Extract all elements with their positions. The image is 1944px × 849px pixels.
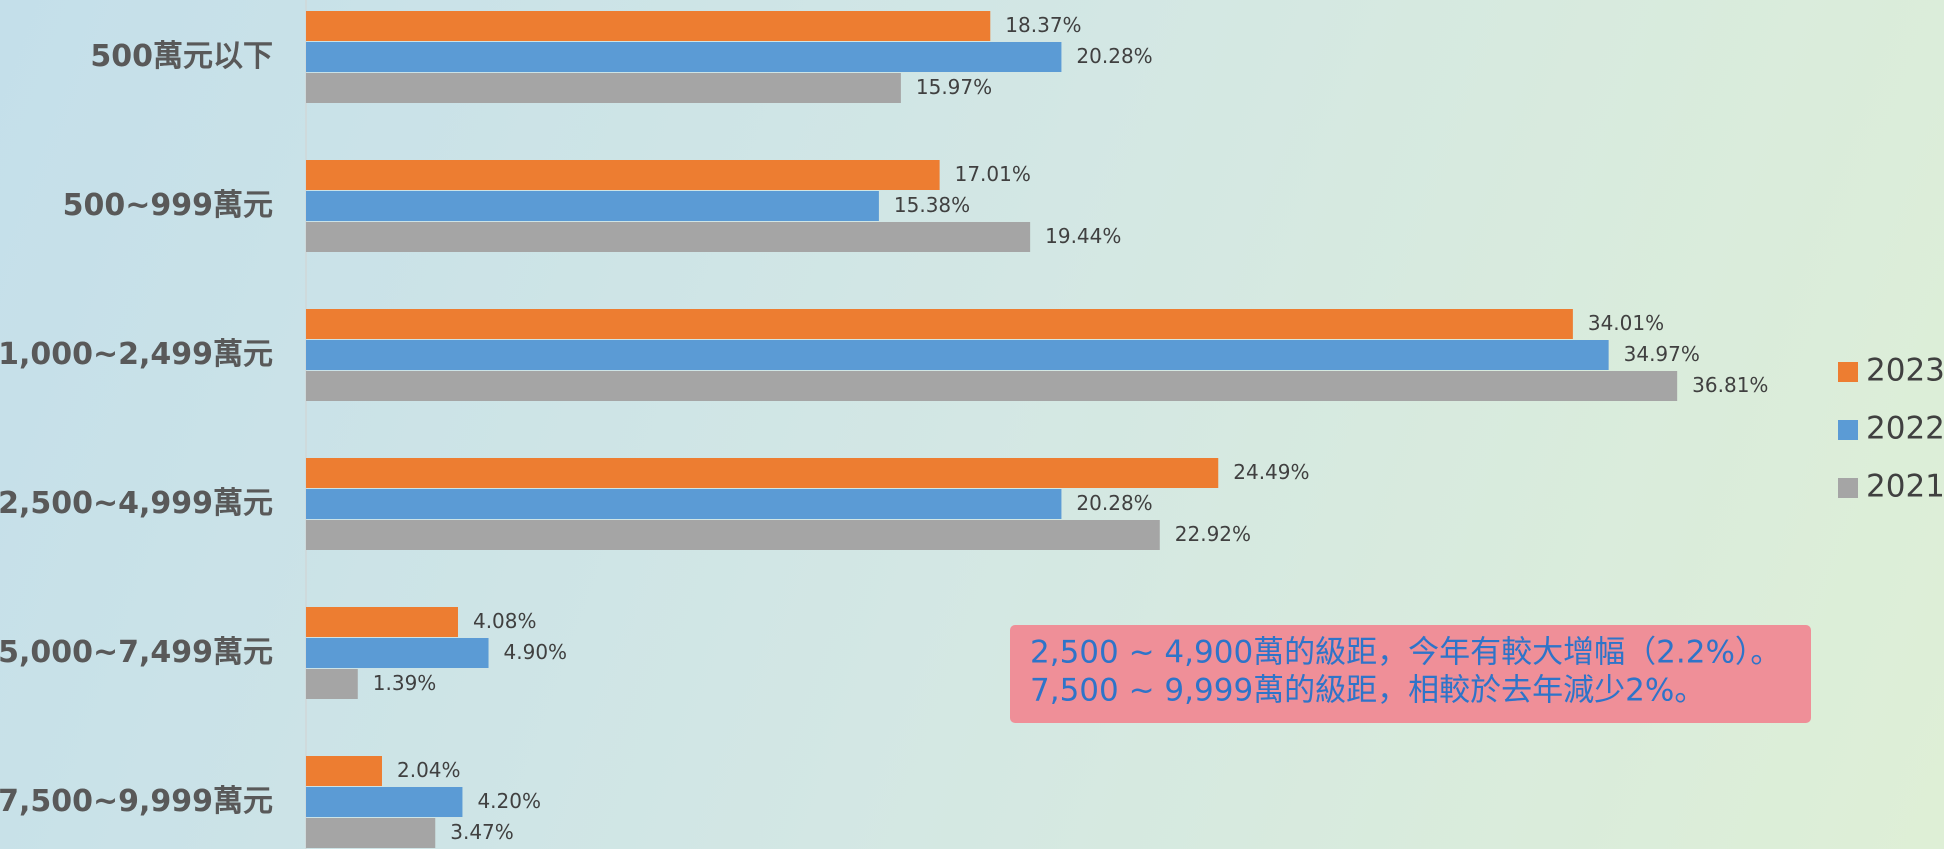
value-label: 22.92%: [1175, 522, 1251, 546]
value-label: 17.01%: [955, 162, 1031, 186]
category-label: 500萬元以下: [90, 39, 273, 74]
value-label: 2.04%: [397, 758, 461, 782]
legend-label: 2022: [1866, 411, 1944, 447]
bar: [306, 160, 940, 190]
bar: [306, 42, 1062, 72]
value-label: 20.28%: [1076, 44, 1152, 68]
legend-label: 2021: [1866, 469, 1944, 505]
bar: [306, 669, 358, 699]
annotation-box: [1010, 625, 1811, 723]
bar: [306, 73, 901, 103]
value-label: 4.20%: [477, 789, 541, 813]
bar: [306, 309, 1573, 339]
category-label: 7,500~9,999萬元: [0, 784, 273, 819]
value-label: 24.49%: [1233, 460, 1309, 484]
legend-swatch: [1838, 478, 1858, 498]
bar: [306, 607, 458, 637]
value-label: 19.44%: [1045, 224, 1121, 248]
value-label: 34.01%: [1588, 311, 1664, 335]
bar: [306, 489, 1062, 519]
category-label: 500~999萬元: [63, 188, 273, 223]
value-label: 34.97%: [1624, 342, 1700, 366]
bar: [306, 222, 1031, 252]
bar: [306, 638, 489, 668]
legend-swatch: [1838, 362, 1858, 382]
bar: [306, 520, 1160, 550]
annotation: 7,500 ~ 9,999萬的級距，相較於去年減少2%。: [1030, 673, 1705, 709]
bar: [306, 818, 436, 848]
category-label: 2,500~4,999萬元: [0, 486, 273, 521]
value-label: 4.90%: [504, 640, 568, 664]
category-label: 5,000~7,499萬元: [0, 635, 273, 670]
value-label: 15.97%: [916, 75, 992, 99]
value-label: 1.39%: [373, 671, 437, 695]
bar: [306, 371, 1678, 401]
value-label: 18.37%: [1005, 13, 1081, 37]
bar: [306, 787, 463, 817]
bar: [306, 756, 382, 786]
legend-swatch: [1838, 420, 1858, 440]
bar: [306, 340, 1609, 370]
bar: [306, 11, 991, 41]
value-label: 3.47%: [450, 820, 514, 844]
value-label: 36.81%: [1692, 373, 1768, 397]
category-label: 1,000~2,499萬元: [0, 337, 273, 372]
annotation: 2,500 ~ 4,900萬的級距，今年有較大增幅（2.2%）。: [1030, 635, 1781, 671]
value-label: 20.28%: [1076, 491, 1152, 515]
value-label: 15.38%: [894, 193, 970, 217]
value-label: 4.08%: [473, 609, 537, 633]
legend-label: 2023: [1866, 353, 1944, 389]
bar: [306, 458, 1219, 488]
bar: [306, 191, 879, 221]
